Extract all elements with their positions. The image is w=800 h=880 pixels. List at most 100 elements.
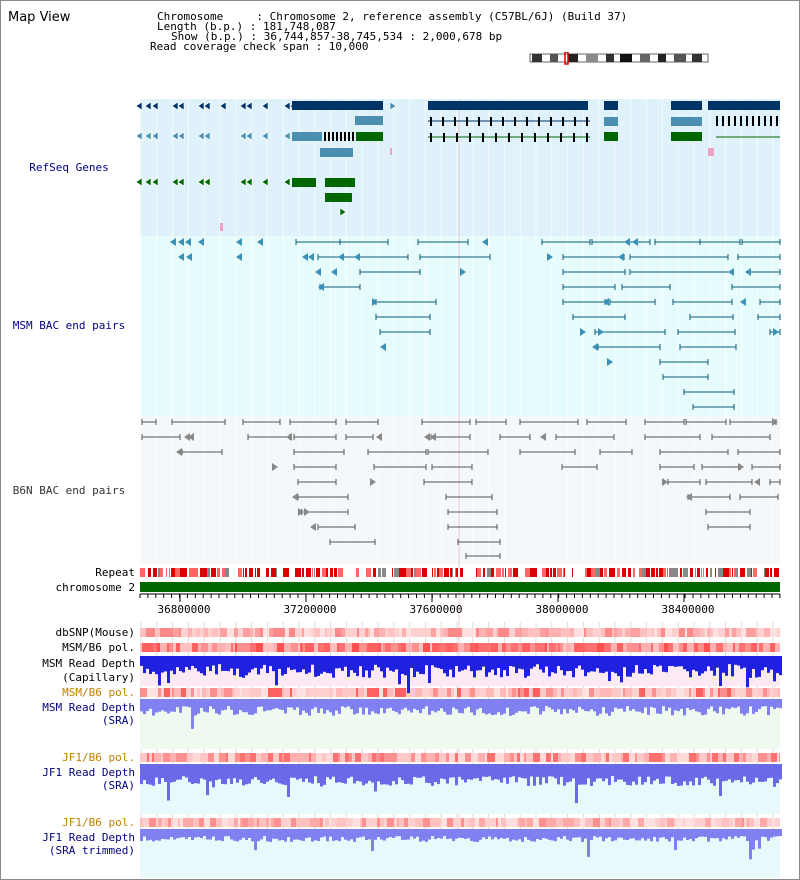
jf1-b6-pol-cell xyxy=(333,753,336,762)
msm-b6-pol-cell xyxy=(746,688,752,697)
repeat-element xyxy=(326,568,328,577)
msm-depth-sra-bar xyxy=(281,699,284,710)
jf1-depth-trimmed-bar xyxy=(440,829,443,839)
msm-b6-pol-cell xyxy=(176,643,180,652)
msm-depth-sra-bar xyxy=(236,699,239,715)
jf1-b6-pol-cell xyxy=(360,818,362,827)
repeat-element xyxy=(600,568,602,577)
msm-b6-pol-cell xyxy=(268,688,275,697)
msm-depth-cap-bar xyxy=(743,656,746,668)
msm-b6-pol-cell xyxy=(733,643,735,652)
msm-depth-cap-bar xyxy=(575,656,578,669)
dbsnp-cell xyxy=(181,628,188,637)
jf1-b6-pol-cell xyxy=(580,818,585,827)
msm-b6-pol-cell xyxy=(486,688,490,697)
msm-depth-sra-bar xyxy=(710,699,713,707)
repeat-element xyxy=(610,568,611,577)
jf1-b6-pol-cell xyxy=(715,818,722,827)
jf1-depth-trimmed-bar xyxy=(407,829,410,840)
jf1-depth-trimmed-bar xyxy=(686,829,689,841)
repeat-element xyxy=(667,568,668,577)
gene-exon xyxy=(716,116,718,126)
track-label-b6n-bac[interactable]: B6N BAC end pairs xyxy=(12,484,126,497)
msm-b6-pol-cell xyxy=(659,643,664,652)
view-title: Map View xyxy=(8,10,71,25)
msm-depth-sra-bar xyxy=(308,699,311,716)
jf1-depth-trimmed-bar xyxy=(581,829,584,842)
jf1-depth-bar xyxy=(332,764,335,777)
jf1-b6-pol-cell xyxy=(649,753,655,762)
jf1-depth-bar xyxy=(179,764,182,780)
msm-depth-cap-bar xyxy=(626,656,629,677)
jf1-b6-pol-cell xyxy=(606,753,609,762)
track-label-refseq[interactable]: RefSeq Genes xyxy=(29,161,109,174)
jf1-depth-trimmed-bar xyxy=(380,829,383,840)
repeat-element xyxy=(764,568,765,577)
dbsnp-cell xyxy=(327,628,333,637)
jf1-b6-pol-cell xyxy=(176,753,180,762)
b6n-bac-end-arrow xyxy=(304,508,310,516)
jf1-depth-trimmed-bar xyxy=(140,829,143,841)
msm-depth-cap-bar xyxy=(293,656,296,670)
gene-arrow xyxy=(203,131,211,141)
msm-b6-pol-cell xyxy=(579,643,585,652)
ideogram-position-marker xyxy=(564,52,569,65)
jf1-depth-trimmed-bar xyxy=(545,829,548,839)
gene-block xyxy=(325,193,352,202)
msm-b6-pol-cell xyxy=(180,643,185,652)
jf1-depth-trimmed-bar xyxy=(419,829,422,842)
msm-b6-pol-cell xyxy=(597,643,604,652)
msm-depth-cap-bar xyxy=(764,656,767,668)
msm-depth-sra-bar xyxy=(392,699,395,711)
msm-depth-cap-bar xyxy=(215,656,218,675)
msm-depth-cap-bar xyxy=(602,656,605,674)
dbsnp-cell xyxy=(729,628,732,637)
gene-block xyxy=(292,101,383,110)
jf1-depth-bar xyxy=(743,764,746,777)
msm-depth-cap-bar xyxy=(671,656,674,666)
msm-b6-pol-cell xyxy=(318,643,324,652)
jf1-b6-pol-cell xyxy=(705,818,711,827)
msm-depth-cap-bar xyxy=(269,656,272,667)
msm-b6-pol-cell xyxy=(363,643,367,652)
msm-depth-cap-bar xyxy=(434,656,437,668)
b6n-bac-end-arrow xyxy=(738,463,744,471)
msm-b6-pol-cell xyxy=(153,643,157,652)
gene-exon xyxy=(340,132,342,141)
jf1-depth-bar xyxy=(428,764,431,784)
dbsnp-cell xyxy=(570,628,574,637)
msm-depth-sra-bar xyxy=(272,699,275,710)
repeat-element xyxy=(496,568,501,577)
jf1-b6-pol-cell xyxy=(281,818,283,827)
jf1-depth-trimmed-bar xyxy=(332,829,335,841)
jf1-depth-bar xyxy=(611,764,614,777)
jf1-depth-trimmed-bar xyxy=(359,829,362,838)
chromosome-ideogram[interactable] xyxy=(528,52,713,66)
jf1-b6-pol-cell xyxy=(734,753,739,762)
ruler-tick-label: 38400000 xyxy=(662,603,715,616)
dbsnp-cell xyxy=(388,628,390,637)
msm-b6-pol-cell xyxy=(533,688,540,697)
jf1-depth-trimmed-bar xyxy=(431,829,434,837)
repeat-element xyxy=(392,568,393,577)
msm-b6-pol-cell xyxy=(277,643,284,652)
dbsnp-cell xyxy=(179,628,181,637)
msm-b6-pol-cell xyxy=(524,688,529,697)
msm-b6-pol-cell xyxy=(364,688,367,697)
jf1-b6-pol-cell xyxy=(163,753,170,762)
msm-b6-pol-cell xyxy=(461,688,465,697)
msm-depth-sra-bar xyxy=(467,699,470,707)
repeat-element xyxy=(331,568,333,577)
msm-b6-pol-cell xyxy=(367,643,372,652)
msm-b6-pol-cell xyxy=(219,643,225,652)
msm-depth-sra-bar xyxy=(683,699,686,716)
jf1-b6-pol-cell xyxy=(279,753,282,762)
jf1-depth-bar xyxy=(188,764,191,783)
msm-depth-sra-bar xyxy=(662,699,665,707)
jf1-depth-bar xyxy=(194,764,197,784)
gene-block xyxy=(428,101,588,110)
track-label-msm-bac[interactable]: MSM BAC end pairs xyxy=(12,319,126,332)
jf1-depth-bar xyxy=(536,764,539,777)
msm-b6-pol-cell xyxy=(337,643,339,652)
